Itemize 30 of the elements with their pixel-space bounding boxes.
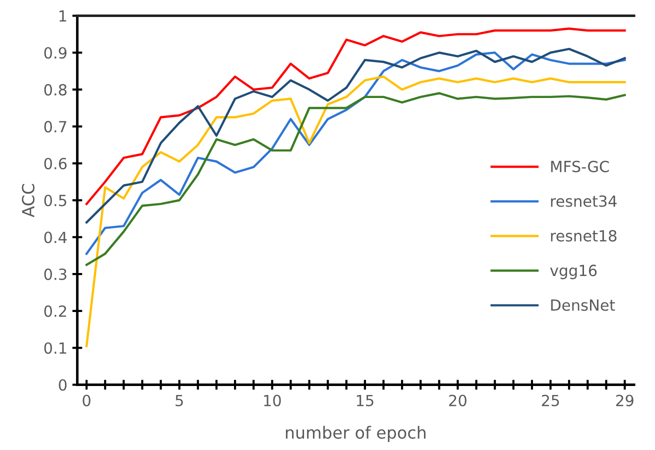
y-tick-label: 0.4	[44, 232, 67, 244]
y-tick-label: 1	[60, 10, 66, 22]
y-tick-label: 0.5	[44, 194, 66, 206]
line-series	[85, 92, 626, 266]
x-tick-label: 10	[264, 394, 281, 406]
y-tick-label: 0.3	[44, 268, 66, 280]
y-tick-label: 0.7	[44, 120, 66, 132]
legend-label: DensNet	[551, 300, 615, 311]
line-series	[85, 52, 626, 255]
legend-label: MFS-GC	[551, 160, 609, 172]
legend-label: resnet34	[551, 195, 617, 207]
y-tick-label: 0	[58, 379, 67, 391]
line-series	[85, 48, 626, 224]
y-tick-label: 0.8	[44, 84, 67, 96]
legend-label: vgg16	[550, 264, 597, 280]
x-tick-label: 15	[356, 394, 374, 406]
x-tick-label: 25	[542, 394, 559, 406]
y-tick-label: 0.9	[44, 47, 66, 59]
y-tick-label: 0.1	[44, 342, 66, 354]
y-axis-title: ACC	[22, 184, 34, 218]
y-tick-label: 0.6	[44, 158, 67, 170]
x-tick-label: 20	[449, 394, 466, 406]
x-tick-label: 0	[82, 394, 90, 406]
line-series	[85, 76, 626, 348]
x-tick-label: 29	[616, 394, 634, 406]
x-tick-label: 5	[176, 394, 183, 406]
y-tick-label: 0.2	[44, 305, 66, 317]
legend-label: resnet18	[551, 230, 616, 242]
line-series	[85, 28, 626, 206]
x-axis-title: number of epoch	[286, 426, 426, 442]
